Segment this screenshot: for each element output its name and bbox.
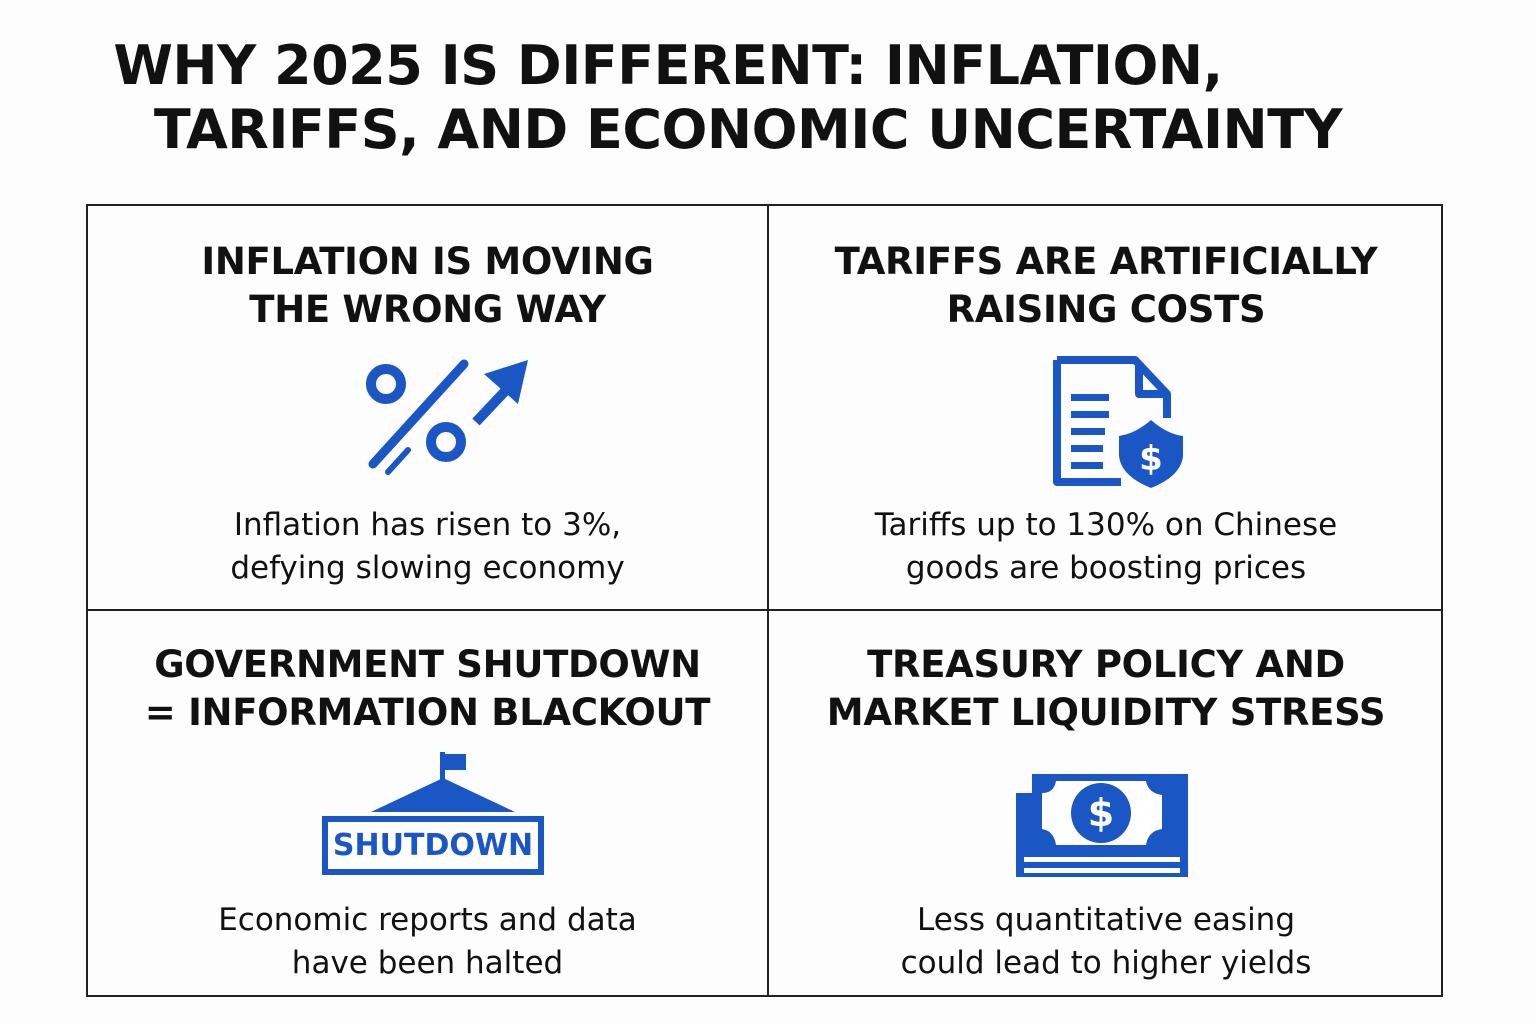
svg-text:$: $	[1088, 791, 1114, 835]
title-line-2: TARIFFS, AND ECONOMIC UNCERTAINTY	[153, 98, 1343, 161]
cell-inflation: INFLATION IS MOVING THE WRONG WAY Inflat…	[88, 206, 767, 609]
money-bill-icon: $	[1016, 774, 1188, 877]
info-grid: INFLATION IS MOVING THE WRONG WAY Inflat…	[86, 204, 1443, 997]
cell-heading: GOVERNMENT SHUTDOWN = INFORMATION BLACKO…	[144, 643, 711, 734]
svg-text:$: $	[1139, 439, 1163, 479]
page-title: WHY 2025 IS DIFFERENT: INFLATION, TARIFF…	[0, 34, 1536, 162]
cell-treasury: TREASURY POLICY AND MARKET LIQUIDITY STR…	[769, 611, 1443, 997]
cell-description: Economic reports and data have been halt…	[218, 902, 637, 981]
document-shield-dollar-icon: $	[1053, 356, 1183, 488]
grid-divider-horizontal	[88, 609, 1441, 611]
cell-shutdown: GOVERNMENT SHUTDOWN = INFORMATION BLACKO…	[88, 611, 767, 997]
cell-heading: TREASURY POLICY AND MARKET LIQUIDITY STR…	[826, 643, 1386, 734]
cell-description: Less quantitative easing could lead to h…	[900, 902, 1312, 981]
cell-tariffs: TARIFFS ARE ARTIFICIALLY RAISING COSTS $…	[769, 206, 1443, 609]
shutdown-building-icon: SHUTDOWN	[321, 752, 545, 876]
cell-description: Tariffs up to 130% on Chinese goods are …	[874, 507, 1338, 586]
grid-divider-vertical	[767, 206, 769, 995]
cell-description: Inflation has risen to 3%, defying slowi…	[230, 507, 625, 586]
cell-heading: TARIFFS ARE ARTIFICIALLY RAISING COSTS	[834, 240, 1378, 331]
percent-arrow-up-icon	[366, 359, 528, 475]
shutdown-sign-label: SHUTDOWN	[332, 828, 534, 863]
cell-heading: INFLATION IS MOVING THE WRONG WAY	[201, 240, 654, 331]
title-line-1: WHY 2025 IS DIFFERENT: INFLATION,	[113, 34, 1223, 97]
